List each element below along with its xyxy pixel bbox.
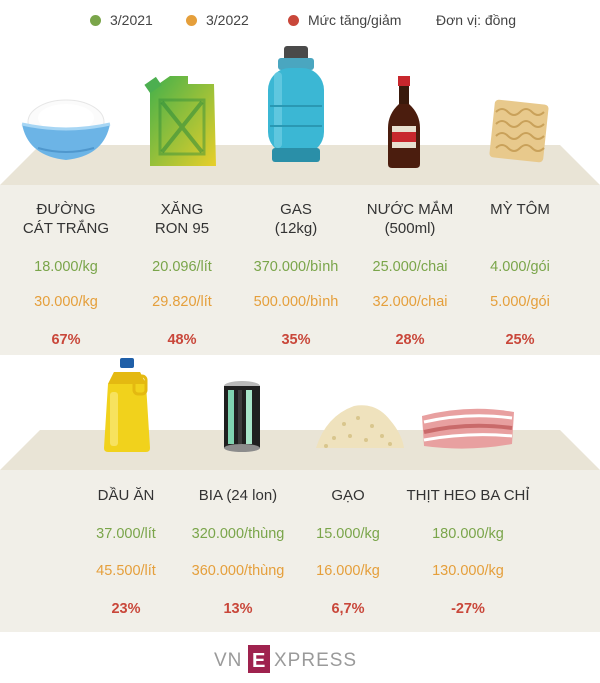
- price-2021: 18.000/kg: [34, 259, 98, 275]
- vnexpress-logo: VN E XPRESS: [214, 645, 357, 673]
- svg-text:E: E: [252, 650, 265, 672]
- jerrycan-icon: [144, 76, 216, 166]
- item-name-gas: GAS (12kg): [236, 200, 356, 238]
- item-name-sugar: ĐƯỜNG CÁT TRẮNG: [6, 200, 126, 238]
- row1-panel: [0, 185, 600, 355]
- price-change: 35%: [281, 332, 311, 348]
- rice-pile-icon: [316, 405, 404, 448]
- item-name-cooking-oil: DẦU ĂN: [97, 487, 155, 504]
- price-2022: 360.000/thùng: [191, 563, 285, 579]
- price-2022: 29.820/lít: [152, 294, 212, 310]
- price-2021: 370.000/bình: [253, 259, 339, 275]
- item-name-line1: NƯỚC MẮM: [366, 201, 454, 218]
- row2-panel: [0, 470, 600, 632]
- fish-sauce-bottle-icon: [388, 76, 420, 168]
- price-change: 6,7%: [331, 601, 365, 617]
- price-2021: 20.096/lít: [152, 259, 212, 275]
- price-change: 23%: [111, 601, 141, 617]
- item-name-line2: (500ml): [384, 220, 436, 237]
- legend-unit: Đơn vị: đồng: [436, 12, 516, 28]
- price-2021: 25.000/chai: [372, 259, 448, 275]
- svg-text:XPRESS: XPRESS: [274, 650, 357, 671]
- item-name-fish-sauce: NƯỚC MẮM (500ml): [350, 200, 470, 238]
- item-name-line1: ĐƯỜNG: [36, 201, 96, 218]
- pork-belly-icon: [422, 408, 514, 449]
- price-2022: 16.000/kg: [316, 563, 380, 579]
- item-name-pork: THỊT HEO BA CHỈ: [406, 487, 530, 504]
- legend-2022-label: 3/2022: [206, 12, 249, 28]
- orange-dot-icon: [186, 14, 197, 26]
- price-2022: 32.000/chai: [372, 294, 448, 310]
- legend-change-label: Mức tăng/giảm: [308, 12, 402, 28]
- sugar-bowl-icon: [21, 99, 111, 160]
- price-2021: 320.000/thùng: [191, 526, 285, 542]
- item-name-line2: (12kg): [274, 220, 318, 237]
- legend-2022: 3/2022: [186, 12, 249, 28]
- gas-cylinder-icon: [268, 46, 324, 162]
- svg-text:VN: VN: [214, 650, 242, 671]
- price-2022: 130.000/kg: [432, 563, 504, 579]
- price-change: 67%: [51, 332, 81, 348]
- legend-change: Mức tăng/giảm: [288, 12, 401, 28]
- item-name-gasoline: XĂNG RON 95: [122, 200, 242, 238]
- item-name-rice: GẠO: [331, 487, 365, 504]
- price-2021: 37.000/lít: [96, 526, 156, 542]
- price-2022: 5.000/gói: [490, 294, 550, 310]
- price-change: 48%: [167, 332, 197, 348]
- green-dot-icon: [90, 14, 101, 26]
- price-2022: 45.500/lít: [96, 563, 156, 579]
- price-2021: 15.000/kg: [316, 526, 380, 542]
- item-name-line2: CÁT TRẮNG: [22, 220, 110, 237]
- price-change: 25%: [505, 332, 535, 348]
- item-name-line1: MỲ TÔM: [490, 201, 550, 218]
- price-change: 13%: [223, 601, 253, 617]
- legend-2021: 3/2021: [90, 12, 153, 28]
- item-name-noodles: MỲ TÔM: [460, 200, 580, 219]
- legend-2021-label: 3/2021: [110, 12, 153, 28]
- price-change: 28%: [395, 332, 425, 348]
- cooking-oil-icon: [104, 358, 150, 452]
- price-2022: 500.000/bình: [253, 294, 339, 310]
- item-name-line1: GAS: [280, 201, 312, 218]
- instant-noodles-icon: [489, 99, 549, 163]
- item-name-line1: XĂNG: [160, 201, 204, 218]
- price-2022: 30.000/kg: [34, 294, 98, 310]
- beer-can-icon: [224, 381, 260, 452]
- price-2021: 4.000/gói: [490, 259, 550, 275]
- price-change: -27%: [451, 601, 485, 617]
- red-dot-icon: [288, 14, 299, 26]
- legend-unit-label: Đơn vị: đồng: [436, 12, 517, 28]
- legend: 3/2021 3/2022 Mức tăng/giảm Đơn vị: đồng: [0, 12, 600, 32]
- item-name-line2: RON 95: [154, 220, 210, 237]
- item-name-beer: BIA (24 lon): [198, 487, 278, 504]
- price-2021: 180.000/kg: [432, 526, 504, 542]
